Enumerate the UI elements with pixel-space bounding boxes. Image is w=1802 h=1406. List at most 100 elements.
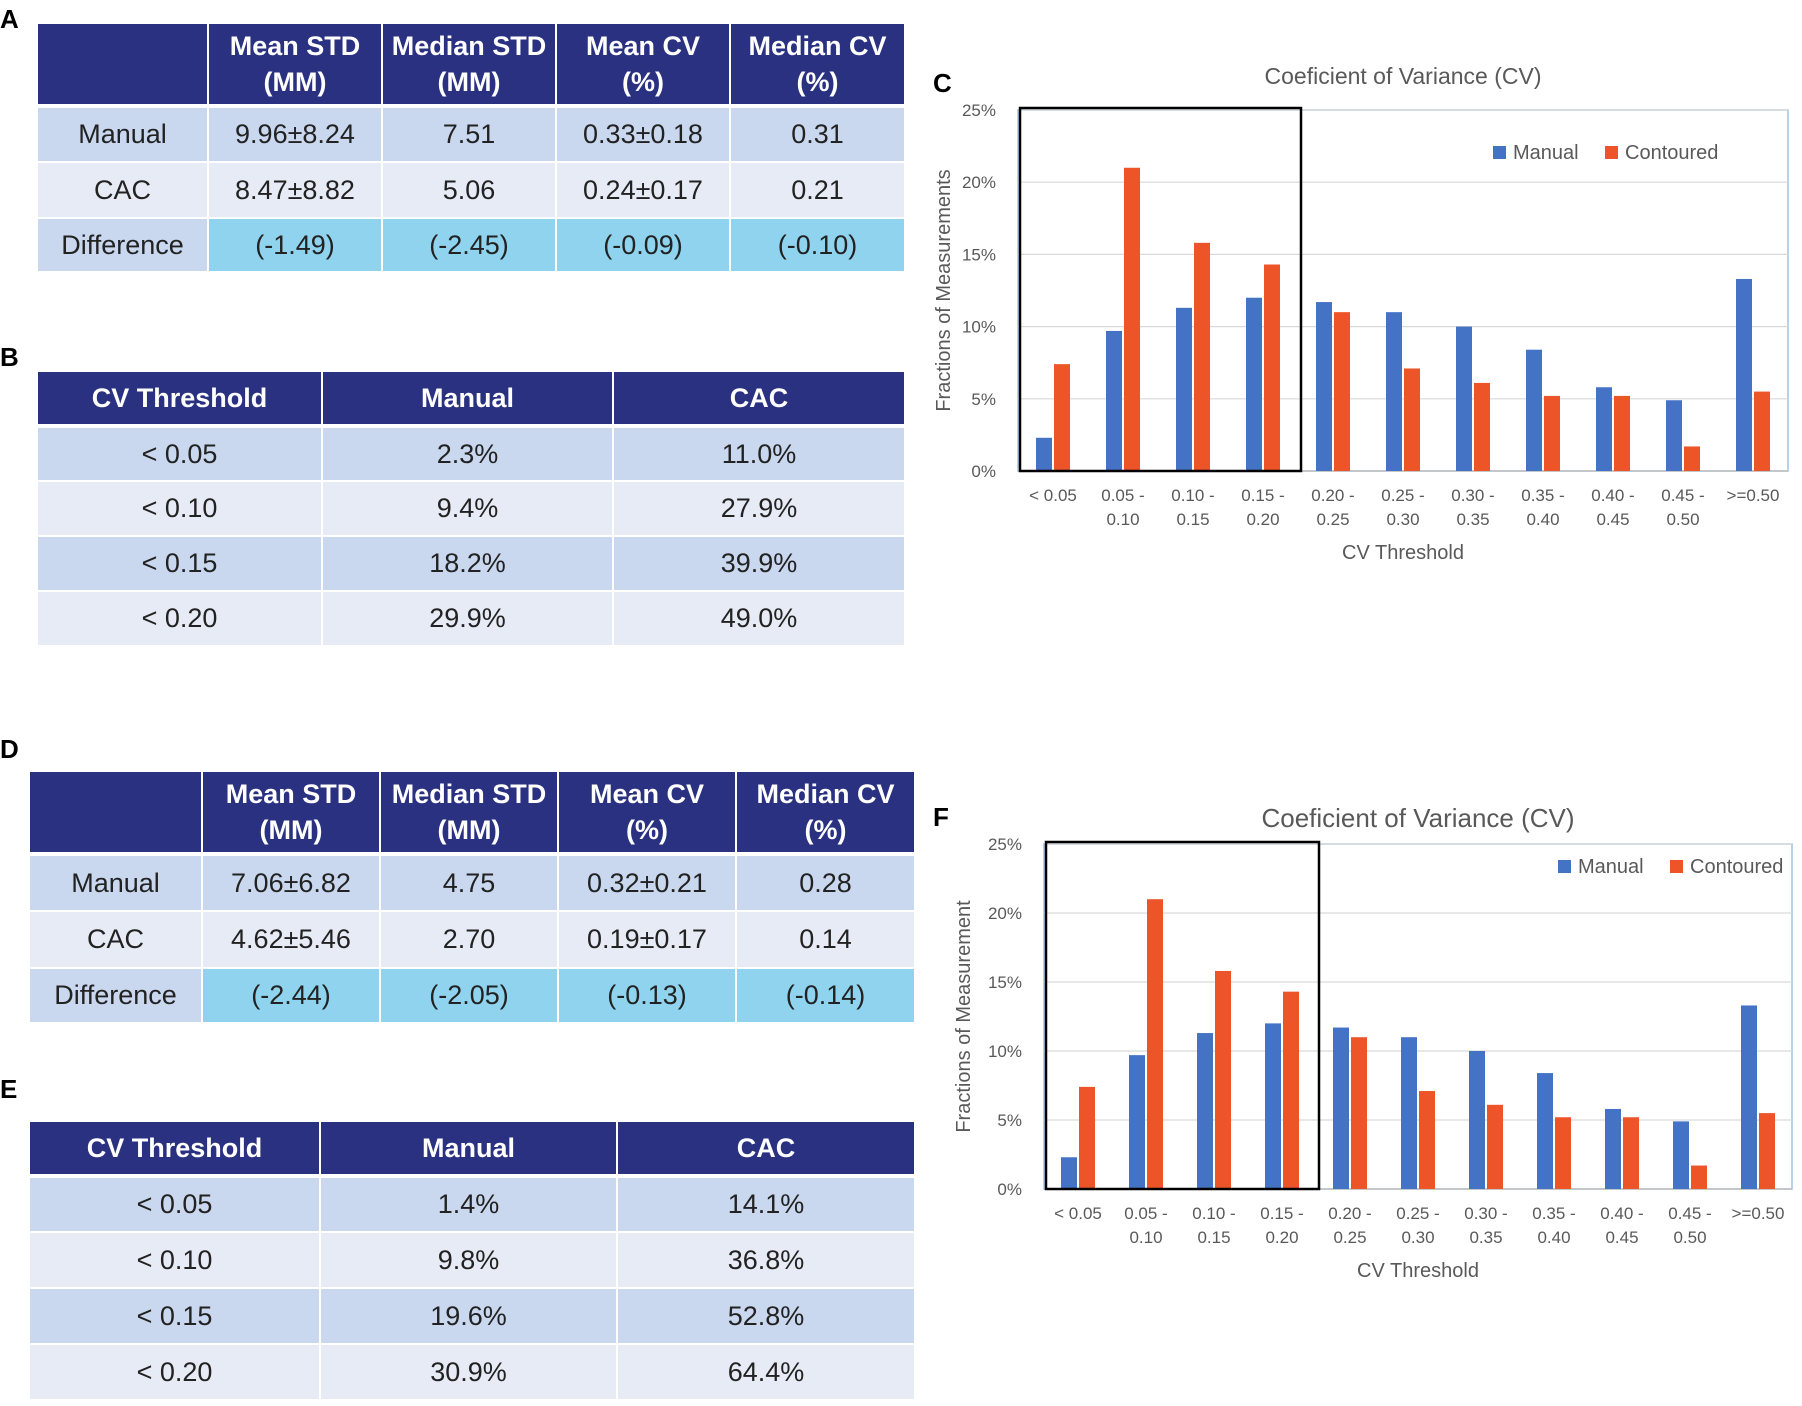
table-row: < 0.05 2.3% 11.0% xyxy=(38,426,904,482)
x-tick-label: 0.30 xyxy=(1386,510,1419,529)
bar-manual xyxy=(1333,1027,1349,1189)
legend-label-contoured: Contoured xyxy=(1625,142,1718,164)
bar-manual xyxy=(1469,1051,1485,1189)
chart-title: Coeficient of Variance (CV) xyxy=(1261,803,1574,833)
x-tick-label: 0.25 xyxy=(1333,1228,1366,1247)
summary-table-a: Mean STD (MM) Median STD (MM) Mean CV (%) M… xyxy=(38,24,904,273)
x-tick-label: 0.20 xyxy=(1246,510,1279,529)
cv-bar-chart-c: 0% 5% 10% 15% 20% 25% < 0.05 0.05 - 0.10 0.10 - 0.… xyxy=(933,63,1789,564)
table-cell: 5.06 xyxy=(382,162,557,219)
bar-contoured xyxy=(1194,242,1210,471)
header-cell: Median STD (MM) xyxy=(382,24,557,108)
bar-contoured xyxy=(1691,1165,1707,1189)
table-cell: 2.3% xyxy=(322,426,614,482)
bar-contoured xyxy=(1614,395,1630,471)
bar-manual xyxy=(1526,349,1542,471)
header-cell: Manual xyxy=(322,372,614,428)
panel-label-c: C xyxy=(933,68,952,98)
table-row: Difference (-2.44) (-2.05) (-0.13) (-0.1… xyxy=(30,968,914,1024)
header-cell: CAC xyxy=(613,372,904,428)
bar-contoured xyxy=(1054,364,1070,471)
panel-label-b: B xyxy=(0,342,19,372)
bar-manual xyxy=(1596,387,1612,471)
bar-manual xyxy=(1265,1023,1281,1189)
table-cell: (-0.14) xyxy=(736,968,914,1024)
x-tick-label: 0.35 - xyxy=(1521,486,1564,505)
header-cell: Median CV (%) xyxy=(736,772,914,856)
y-tick-label: 5% xyxy=(971,390,996,409)
row-label: Difference xyxy=(30,968,203,1024)
y-tick-label: 15% xyxy=(962,245,996,264)
header-cell: Mean CV (%) xyxy=(556,24,731,108)
table-cell: 9.4% xyxy=(322,481,614,537)
table-cell: < 0.15 xyxy=(38,536,323,592)
table-cell: 9.96±8.24 xyxy=(208,106,383,163)
x-tick-label: 0.20 - xyxy=(1311,486,1354,505)
table-cell: 11.0% xyxy=(613,426,904,482)
bar-contoured xyxy=(1754,391,1770,471)
legend-swatch-manual xyxy=(1493,146,1506,159)
table-cell: 4.75 xyxy=(380,854,559,912)
panel-label-e: E xyxy=(0,1074,18,1104)
y-tick-label: 25% xyxy=(962,101,996,120)
table-cell: 64.4% xyxy=(617,1344,914,1401)
bar-manual xyxy=(1666,400,1682,471)
x-tick-label: 0.45 - xyxy=(1668,1204,1711,1223)
bar-manual xyxy=(1605,1108,1621,1189)
bar-contoured xyxy=(1079,1086,1095,1189)
bar-manual xyxy=(1036,437,1052,471)
bar-manual xyxy=(1537,1073,1553,1189)
y-tick-label: 15% xyxy=(988,973,1022,992)
bar-contoured xyxy=(1623,1117,1639,1189)
x-tick-label: >=0.50 xyxy=(1727,486,1780,505)
x-tick-label: 0.30 - xyxy=(1464,1204,1507,1223)
bar-contoured xyxy=(1474,382,1490,471)
table-cell: 39.9% xyxy=(613,536,904,592)
table-cell: 29.9% xyxy=(322,591,614,647)
header-cell: CV Threshold xyxy=(38,372,323,428)
table-cell: 52.8% xyxy=(617,1288,914,1345)
header-cell: Mean CV (%) xyxy=(558,772,737,856)
bar-manual xyxy=(1401,1037,1417,1189)
x-tick-label: 0.10 - xyxy=(1171,486,1214,505)
threshold-table-b: CV Threshold Manual CAC < 0.05 2.3% 11.0… xyxy=(38,372,904,647)
table-cell: (-0.10) xyxy=(730,218,904,273)
x-tick-label: >=0.50 xyxy=(1732,1204,1785,1223)
table-row: < 0.15 18.2% 39.9% xyxy=(38,536,904,592)
table-cell: < 0.20 xyxy=(38,591,323,647)
y-tick-label: 5% xyxy=(997,1111,1022,1130)
bar-contoured xyxy=(1544,395,1560,471)
x-tick-label: 0.45 - xyxy=(1661,486,1704,505)
bar-contoured xyxy=(1351,1037,1367,1189)
table-cell: 49.0% xyxy=(613,591,904,647)
table-cell: 7.06±6.82 xyxy=(202,854,381,912)
x-tick-label: 0.10 - xyxy=(1192,1204,1235,1223)
table-row: < 0.20 30.9% 64.4% xyxy=(30,1344,914,1401)
table-cell: < 0.10 xyxy=(38,481,323,537)
bar-manual xyxy=(1061,1157,1077,1189)
bar-contoured xyxy=(1283,991,1299,1189)
table-row: CAC 8.47±8.82 5.06 0.24±0.17 0.21 xyxy=(38,162,904,219)
bar-manual xyxy=(1106,330,1122,471)
bar-contoured xyxy=(1487,1104,1503,1189)
bar-manual xyxy=(1456,326,1472,471)
table-cell: < 0.20 xyxy=(30,1344,321,1401)
panel-label-a: A xyxy=(0,4,19,34)
summary-table-d: Mean STD (MM) Median STD (MM) Mean CV (%) M… xyxy=(30,772,914,1024)
chart-title: Coeficient of Variance (CV) xyxy=(1265,63,1542,89)
bar-manual xyxy=(1386,312,1402,471)
y-tick-label: 20% xyxy=(988,904,1022,923)
y-tick-label: 10% xyxy=(988,1042,1022,1061)
x-tick-label: 0.30 xyxy=(1401,1228,1434,1247)
table-row: < 0.15 19.6% 52.8% xyxy=(30,1288,914,1345)
table-cell: 0.24±0.17 xyxy=(556,162,731,219)
x-tick-label: 0.30 - xyxy=(1451,486,1494,505)
table-cell: 0.14 xyxy=(736,911,914,969)
header-cell: Mean STD (MM) xyxy=(202,772,381,856)
x-tick-label: 0.05 - xyxy=(1101,486,1144,505)
x-tick-label: 0.20 - xyxy=(1328,1204,1371,1223)
bar-contoured xyxy=(1419,1091,1435,1189)
header-cell: Median CV (%) xyxy=(730,24,904,108)
table-row: < 0.10 9.8% 36.8% xyxy=(30,1232,914,1289)
table-row: < 0.20 29.9% 49.0% xyxy=(38,591,904,647)
